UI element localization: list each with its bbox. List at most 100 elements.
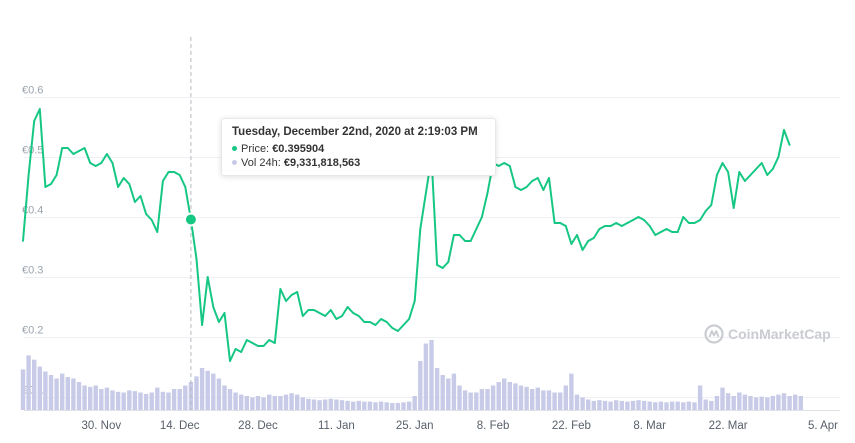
price-point: [536, 177, 539, 179]
volume-bar: [759, 396, 764, 410]
price-point: [520, 189, 522, 191]
price-point: [122, 177, 125, 179]
volume-bar: [619, 400, 624, 410]
volume-bar: [401, 402, 406, 410]
price-point: [648, 225, 651, 227]
price-point: [257, 345, 259, 347]
price-point: [273, 342, 276, 344]
volume-bar: [132, 391, 138, 410]
volume-bar: [334, 399, 339, 410]
price-point: [447, 261, 450, 263]
volume-bar: [546, 390, 552, 410]
price-point: [167, 171, 170, 173]
volume-bar: [300, 397, 305, 410]
volume-bar: [32, 359, 37, 410]
price-point: [559, 222, 562, 224]
volume-bar: [345, 400, 350, 410]
price-point: [721, 162, 724, 164]
price-point: [106, 153, 108, 155]
volume-bar: [166, 392, 171, 410]
volume-bar: [502, 378, 507, 410]
price-point: [223, 312, 226, 314]
volume-bar: [199, 368, 205, 410]
price-point: [22, 240, 24, 242]
price-point: [240, 351, 243, 353]
price-point: [201, 324, 204, 326]
volume-bar: [614, 400, 619, 410]
volume-bar: [88, 386, 93, 410]
volume-bar: [793, 394, 798, 410]
volume-bar: [507, 382, 512, 410]
price-point: [604, 225, 606, 227]
volume-bar: [65, 377, 70, 410]
volume-bar: [423, 343, 429, 410]
volume-bar: [261, 397, 266, 410]
volume-bar: [753, 397, 759, 410]
volume-bar: [765, 397, 770, 410]
price-point: [318, 312, 321, 314]
volume-bar: [99, 389, 104, 410]
volume-bar: [127, 390, 132, 410]
volume-bar: [429, 340, 434, 410]
volume-bar: [373, 402, 378, 410]
volume-bar: [115, 391, 121, 410]
price-point: [346, 306, 349, 308]
price-point: [469, 240, 472, 242]
watermark: CoinMarketCap: [704, 324, 831, 344]
volume-bar: [580, 397, 585, 410]
volume-bar: [211, 373, 216, 410]
price-point: [78, 150, 80, 152]
price-point: [408, 318, 410, 320]
price-point: [301, 315, 304, 317]
volume-bar: [239, 394, 244, 410]
price-point: [688, 222, 690, 224]
volume-bar: [149, 392, 154, 410]
hover-point[interactable]: [183, 212, 198, 227]
volume-bar: [737, 392, 742, 410]
volume-bar: [558, 392, 563, 410]
price-point: [72, 153, 75, 155]
price-point: [363, 321, 366, 323]
volume-bar: [289, 393, 294, 410]
price-point: [464, 240, 466, 242]
price-point: [195, 258, 198, 260]
volume-bar: [367, 401, 373, 410]
price-point: [771, 168, 774, 170]
price-point: [419, 228, 422, 230]
price-point: [212, 306, 215, 308]
price-point: [542, 189, 545, 191]
price-point: [755, 168, 757, 170]
volume-bar: [93, 385, 98, 410]
price-point: [61, 147, 64, 149]
price-point: [497, 165, 500, 167]
volume-bar: [362, 401, 367, 410]
volume-bar: [462, 390, 468, 410]
price-point: [44, 186, 47, 188]
volume-bar: [323, 399, 328, 410]
price-point: [576, 234, 578, 236]
volume-bar: [390, 403, 395, 410]
price-point: [716, 174, 718, 176]
volume-bar: [697, 385, 703, 410]
price-point: [609, 225, 612, 227]
volume-bar: [569, 373, 574, 410]
price-point: [744, 180, 746, 182]
tooltip-price-value: €0.395904: [272, 143, 325, 155]
price-point: [329, 309, 332, 311]
price-point: [173, 171, 176, 173]
volume-bar: [541, 390, 546, 410]
price-point: [777, 156, 780, 158]
volume-bar: [272, 396, 277, 410]
price-point: [245, 339, 248, 341]
x-tick-label: 11. Jan: [318, 420, 355, 432]
price-point: [38, 108, 41, 110]
price-point: [553, 222, 556, 224]
price-point: [335, 318, 338, 320]
volume-bar: [283, 394, 289, 410]
volume-bar: [490, 385, 496, 410]
volume-bar: [731, 396, 736, 410]
volume-bar: [160, 391, 166, 410]
price-point: [397, 330, 399, 332]
tooltip-volume-value: €9,331,818,563: [283, 157, 361, 169]
